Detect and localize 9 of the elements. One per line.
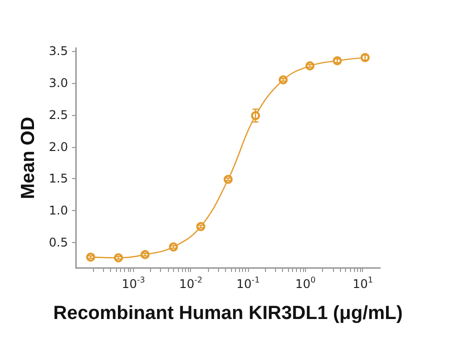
y-tick-label: 1.0 [48, 204, 68, 218]
y-tick-label: 0.5 [48, 235, 68, 250]
y-axis-title: Mean OD [18, 116, 40, 200]
y-tick-label: 3.5 [48, 44, 68, 58]
x-axis-title: Recombinant Human KIR3DL1 (μg/mL) [53, 303, 403, 324]
y-tick-label: 2.5 [48, 108, 68, 122]
y-tick-label: 1.5 [48, 172, 68, 186]
y-tick-label: 2.0 [48, 140, 68, 154]
y-tick-label: 3.0 [48, 76, 68, 90]
